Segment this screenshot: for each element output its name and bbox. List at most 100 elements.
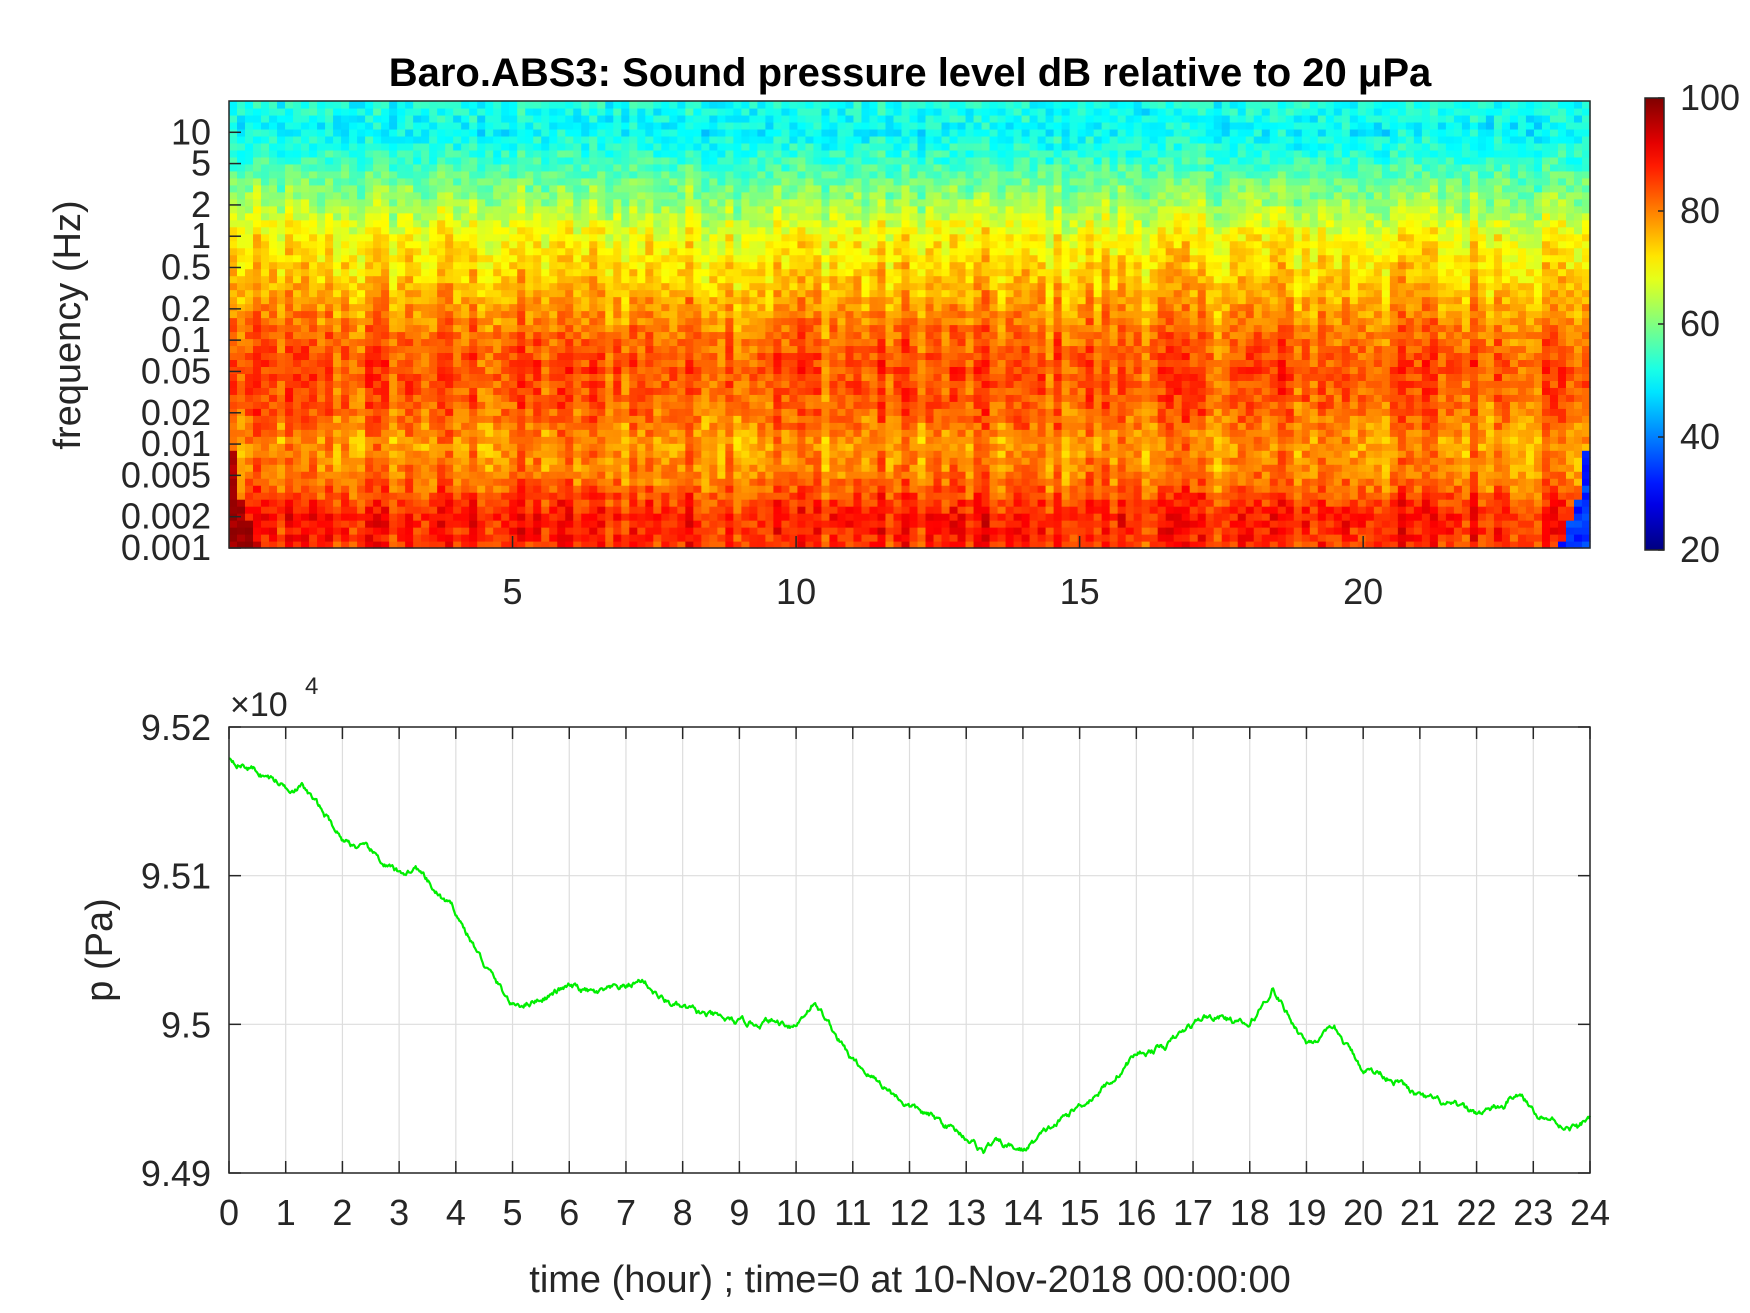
- spectrogram-cell: [653, 205, 662, 214]
- spectrogram-cell: [757, 422, 766, 430]
- spectrogram-cell: [781, 527, 791, 535]
- spectrogram-cell: [533, 331, 542, 340]
- spectrogram-cell: [837, 359, 847, 367]
- spectrogram-cell: [381, 387, 390, 395]
- spectrogram-cell: [829, 121, 839, 130]
- spectrogram-cell: [277, 128, 286, 137]
- spectrogram-cell: [357, 499, 366, 507]
- spectrogram-cell: [437, 128, 446, 137]
- spectrogram-cell: [493, 282, 502, 291]
- spectrogram-cell: [461, 114, 470, 123]
- spectrogram-cell: [461, 492, 470, 500]
- spectrogram-cell: [357, 163, 366, 172]
- spectrogram-cell: [677, 352, 686, 361]
- spectrogram-cell: [461, 135, 470, 144]
- spectrogram-cell: [845, 296, 855, 305]
- spectrogram-cell: [549, 289, 558, 298]
- spectrogram-cell: [493, 338, 502, 347]
- spectrogram-cell: [245, 520, 254, 528]
- spectrogram-cell: [829, 366, 839, 374]
- spectrogram-cell: [629, 240, 638, 249]
- spectrogram-cell: [237, 338, 246, 347]
- spectrogram-cell: [301, 233, 310, 242]
- spectrogram-cell: [605, 499, 614, 507]
- spectrogram-cell: [229, 254, 238, 263]
- spectrogram-cell: [309, 429, 318, 437]
- spectrogram-cell: [661, 219, 670, 228]
- spectrogram-cell: [485, 121, 494, 130]
- spectrogram-cell: [821, 401, 831, 409]
- spectrogram-cell: [549, 380, 558, 388]
- spectrogram-cell: [805, 513, 815, 521]
- spectrogram-cell: [389, 520, 398, 528]
- spectrogram-cell: [821, 443, 831, 451]
- spectrogram-cell: [333, 422, 342, 430]
- spectrogram-cell: [677, 373, 686, 381]
- spectrogram-cell: [605, 352, 614, 361]
- spectrogram-cell: [389, 149, 398, 158]
- spectrogram-cell: [509, 261, 518, 270]
- spectrogram-cell: [437, 142, 446, 151]
- spectrogram-cell: [485, 219, 494, 228]
- spectrogram-cell: [389, 226, 398, 235]
- spectrogram-cell: [549, 359, 558, 367]
- spectrogram-cell: [661, 443, 670, 451]
- spectrogram-cell: [549, 114, 558, 123]
- spectrogram-cell: [461, 422, 470, 430]
- spectrogram-cell: [365, 226, 374, 235]
- spectrogram-cell: [229, 317, 238, 326]
- spectrogram-cell: [453, 464, 462, 472]
- spectrogram-cell: [821, 261, 831, 270]
- spectrogram-cell: [669, 170, 678, 179]
- spectrogram-cell: [461, 303, 470, 312]
- spectrogram-cell: [645, 191, 654, 200]
- spectrogram-cell: [405, 142, 414, 151]
- spectrogram-cell: [645, 492, 654, 500]
- spectrogram-cell: [677, 198, 686, 207]
- spectrogram-cell: [485, 240, 494, 249]
- spectrogram-cell: [781, 443, 791, 451]
- spectrogram-cell: [525, 457, 534, 465]
- spectrogram-cell: [413, 282, 422, 291]
- spectrogram-cell: [789, 226, 799, 235]
- spectrogram-cell: [525, 464, 534, 472]
- spectrogram-cell: [341, 128, 350, 137]
- spectrogram-cell: [677, 534, 686, 542]
- spectrogram-cell: [605, 443, 614, 451]
- spectrogram-cell: [533, 492, 542, 500]
- spectrogram-cell: [597, 443, 606, 451]
- spectrogram-cell: [613, 387, 622, 395]
- spectrogram-cell: [533, 394, 542, 402]
- spectrogram-cell: [269, 436, 278, 444]
- spectrogram-cell: [445, 471, 454, 479]
- spectrogram-cell: [381, 261, 390, 270]
- spectrogram-cell: [429, 289, 438, 298]
- spectrogram-cell: [789, 513, 799, 521]
- spectrogram-cell: [709, 128, 718, 137]
- spectrogram-cell: [829, 331, 839, 340]
- spectrogram-cell: [661, 303, 670, 312]
- spectrogram-cell: [453, 310, 462, 319]
- spectrogram-cell: [293, 366, 302, 374]
- spectrogram-cell: [597, 135, 606, 144]
- spectrogram-cell: [829, 310, 839, 319]
- spectrogram-cell: [685, 261, 694, 270]
- spectrogram-cell: [629, 156, 638, 165]
- spectrogram-cell: [773, 331, 783, 340]
- spectrogram-cell: [533, 303, 542, 312]
- spectrogram-cell: [837, 394, 847, 402]
- spectrogram-cell: [765, 485, 774, 493]
- spectrogram-cell: [405, 212, 414, 221]
- spectrogram-cell: [557, 149, 566, 158]
- spectrogram-cell: [333, 135, 342, 144]
- spectrogram-cell: [829, 163, 839, 172]
- spectrogram-cell: [669, 380, 678, 388]
- spectrogram-cell: [517, 212, 526, 221]
- spectrogram-cell: [429, 450, 438, 458]
- spectrogram-cell: [637, 457, 646, 465]
- spectrogram-cell: [421, 261, 430, 270]
- spectrogram-cell: [301, 198, 310, 207]
- spectrogram-cell: [653, 240, 662, 249]
- spectrogram-cell: [509, 464, 518, 472]
- spectrogram-cell: [541, 485, 550, 493]
